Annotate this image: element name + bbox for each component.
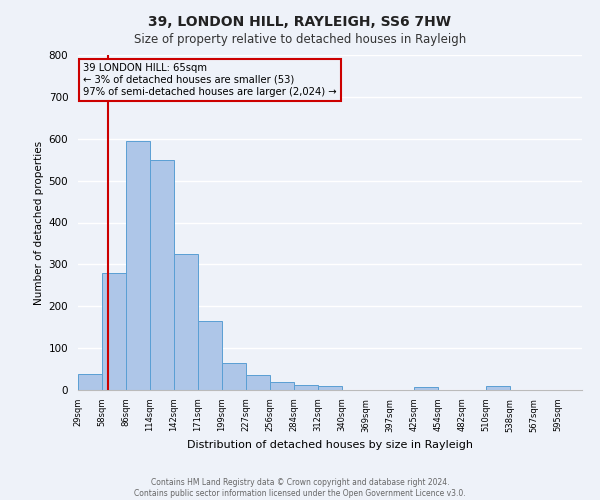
Text: Contains HM Land Registry data © Crown copyright and database right 2024.
Contai: Contains HM Land Registry data © Crown c…	[134, 478, 466, 498]
Bar	[78, 374, 102, 390]
Bar	[150, 160, 174, 390]
Bar	[102, 273, 126, 390]
Text: 39 LONDON HILL: 65sqm
← 3% of detached houses are smaller (53)
97% of semi-detac: 39 LONDON HILL: 65sqm ← 3% of detached h…	[83, 64, 337, 96]
Y-axis label: Number of detached properties: Number of detached properties	[34, 140, 44, 304]
Bar	[318, 386, 342, 390]
Text: Size of property relative to detached houses in Rayleigh: Size of property relative to detached ho…	[134, 32, 466, 46]
Bar	[486, 386, 510, 390]
Bar	[294, 386, 318, 390]
Bar	[222, 363, 246, 390]
Text: 39, LONDON HILL, RAYLEIGH, SS6 7HW: 39, LONDON HILL, RAYLEIGH, SS6 7HW	[149, 15, 452, 29]
X-axis label: Distribution of detached houses by size in Rayleigh: Distribution of detached houses by size …	[187, 440, 473, 450]
Bar	[174, 254, 198, 390]
Bar	[414, 388, 438, 390]
Bar	[246, 374, 270, 390]
Bar	[270, 382, 294, 390]
Bar	[126, 141, 150, 390]
Bar	[198, 321, 222, 390]
